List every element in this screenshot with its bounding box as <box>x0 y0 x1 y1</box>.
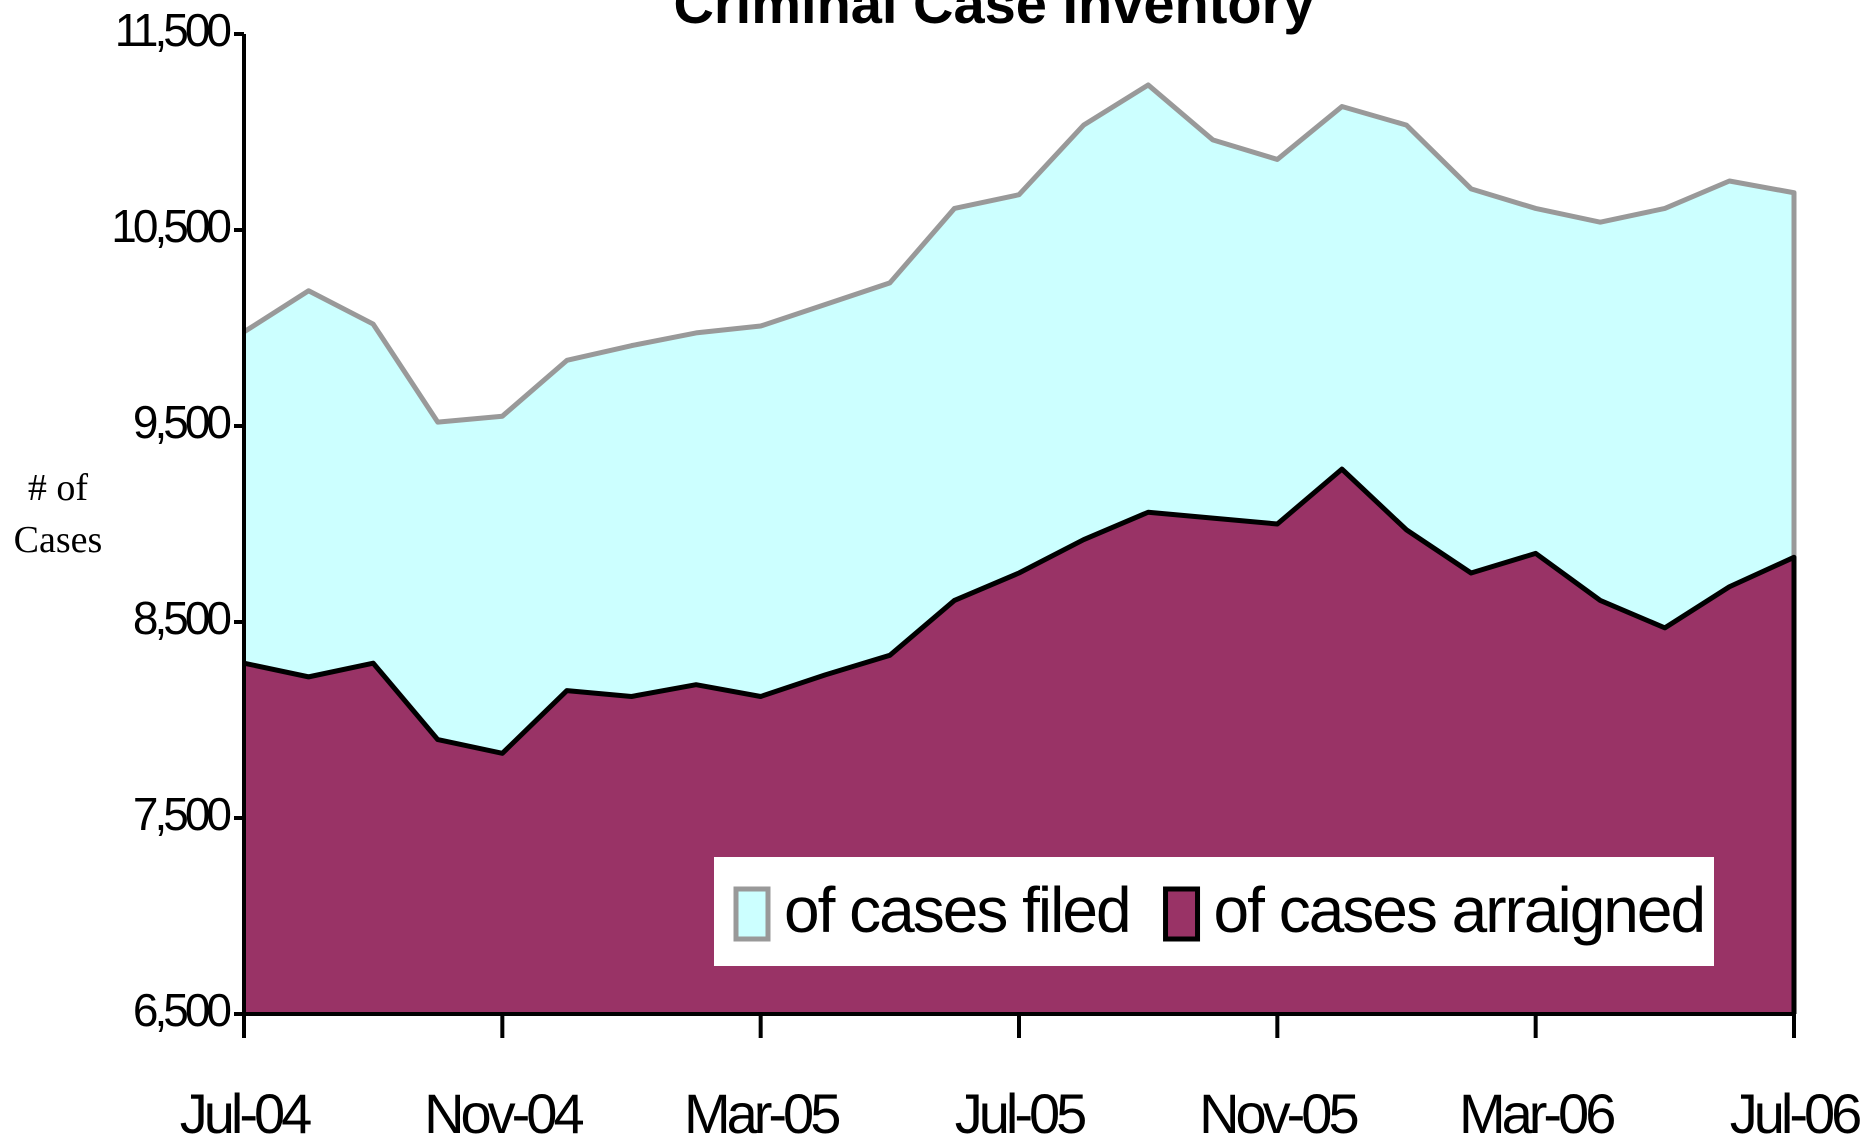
x-tick-label: Nov-04 <box>424 1082 583 1145</box>
y-tick-label: 8,500 <box>133 592 231 644</box>
chart-title: Criminal Case Inventory <box>673 0 1314 35</box>
x-tick-label: Mar-05 <box>684 1082 839 1145</box>
x-tick-label: Mar-06 <box>1459 1082 1614 1145</box>
legend-label: of cases filed <box>784 874 1130 946</box>
y-tick-label: 9,500 <box>133 396 231 448</box>
x-tick-label: Jul-04 <box>180 1082 311 1145</box>
x-tick-label: Nov-05 <box>1199 1082 1357 1145</box>
x-tick-label: Jul-06 <box>1730 1082 1860 1145</box>
y-tick-label: 11,500 <box>115 4 231 56</box>
legend-box <box>714 857 1714 966</box>
legend-swatch <box>1163 886 1201 942</box>
y-tick-label: 6,500 <box>133 984 231 1036</box>
legend-swatch <box>733 886 771 942</box>
y-tick-label: 10,500 <box>111 200 230 252</box>
legend: of cases filed of cases arraigned <box>714 857 1714 966</box>
area-line <box>243 466 1797 1014</box>
y-axis-label: # of Cases <box>13 467 103 561</box>
x-tick-label: Jul-05 <box>955 1082 1085 1145</box>
legend-label: of cases arraigned <box>1214 874 1705 946</box>
y-tick-label: 7,500 <box>133 788 231 840</box>
area-line <box>242 82 1797 1014</box>
